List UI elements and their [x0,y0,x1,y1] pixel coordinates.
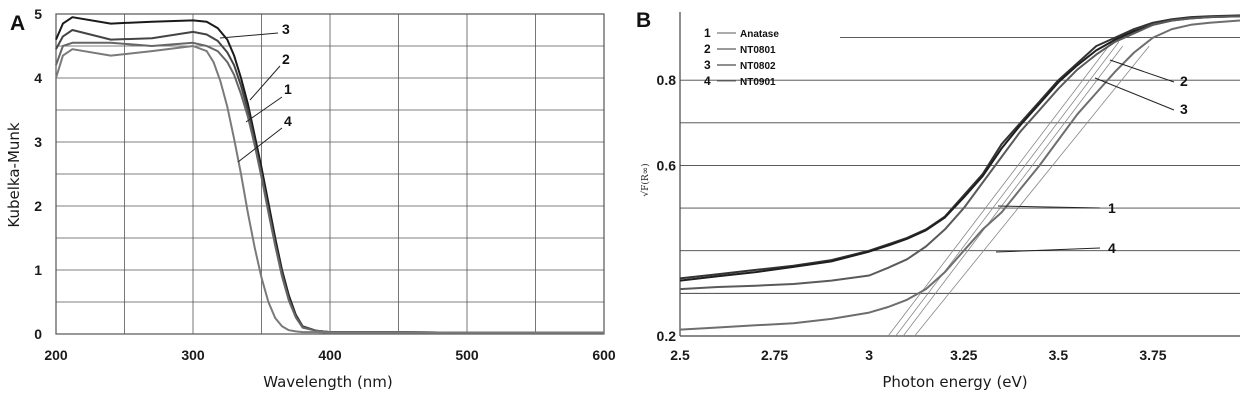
series-line-anatase [679,15,1240,291]
curve-labels-b: 2 3 1 4 [995,59,1188,256]
tangent-line [895,41,1120,337]
legend-label: Anatase [740,29,779,40]
leader-line-a [245,96,283,123]
leader-line-a [237,127,283,163]
x-tick-label-a: 500 [455,347,479,363]
tick-labels-b: 2.5 2.75 3 3.25 3.5 3.75 0.2 0.6 0.8 [657,72,1167,363]
series-a [55,16,604,334]
curve-label-b: 3 [1180,101,1188,117]
x-axis-title-a: Wavelength (nm) [263,373,393,391]
legend-number: 4 [704,74,711,88]
x-tick-label-b: 3 [865,347,873,363]
legend-number: 2 [704,42,711,56]
y-tick-label-a: 2 [34,198,42,214]
curve-label-a: 1 [284,81,292,97]
legend-label: NT0901 [740,77,776,88]
x-axis-title-b: Photon energy (eV) [882,373,1027,391]
legend-number: 1 [704,26,711,40]
curve-label-a: 2 [282,51,290,67]
tangent-line [887,37,1116,337]
y-axis-title-b: √F(R∞) [640,163,651,196]
legend-label: NT0802 [740,61,776,72]
y-axis-title-a: Kubelka-Munk [5,122,23,227]
series-line-nt0901 [679,19,1240,331]
panel-b: B 2.5 2.75 3 3.25 3.5 3.75 0.2 0.6 0.8 1 Anatase 2… [636,9,1240,391]
leader-line-b [995,247,1101,253]
leader-line-b [1109,59,1175,83]
curve-label-b: 2 [1180,73,1188,89]
x-tick-label-b: 3.5 [1049,347,1069,363]
y-tick-label-a: 5 [34,6,42,22]
panel-a: A 200 300 400 500 600 0 1 2 3 4 5 3 2 1 4 Wavelength … [5,6,616,391]
legend-number: 3 [704,58,711,72]
x-tick-label-a: 400 [318,347,342,363]
x-tick-label-a: 600 [592,347,616,363]
x-tick-label-b: 3.75 [1139,347,1166,363]
y-tick-label-a: 3 [34,134,42,150]
curve-label-b: 4 [1108,240,1116,256]
y-tick-label-a: 0 [34,326,42,342]
panel-letter-a: A [10,12,25,35]
curve-label-a: 3 [282,21,290,37]
legend-label: NT0801 [740,45,776,56]
y-tick-label-a: 1 [34,262,42,278]
leader-line-a [219,32,279,39]
x-tick-label-b: 3.25 [950,347,977,363]
y-tick-label-b: 0.6 [657,157,677,173]
curve-label-a: 4 [284,113,292,129]
legend-b: 1 Anatase 2 NT0801 3 NT0802 4 NT0901 [704,26,779,88]
panel-letter-b: B [636,9,651,32]
tangent-line [914,45,1150,337]
tangent-line [902,45,1124,337]
series-line-4 [55,45,604,334]
y-tick-label-b: 0.2 [657,328,677,344]
curve-label-b: 1 [1108,200,1116,216]
series-line-1 [55,41,604,334]
x-tick-label-b: 2.75 [761,347,788,363]
x-tick-label-a: 300 [181,347,205,363]
tick-labels-a: 200 300 400 500 600 0 1 2 3 4 5 [34,6,616,363]
leader-line-a [249,65,281,101]
x-tick-label-b: 2.5 [670,347,690,363]
y-tick-label-b: 0.8 [657,72,677,88]
curve-labels-a: 3 2 1 4 [219,21,292,163]
series-b [679,14,1240,337]
series-line-nt0801 [679,14,1240,280]
x-tick-label-a: 200 [44,347,68,363]
leader-line-b [1094,77,1175,111]
y-tick-label-a: 4 [34,70,42,86]
leader-line-b [997,205,1101,209]
grid-a [55,13,605,335]
